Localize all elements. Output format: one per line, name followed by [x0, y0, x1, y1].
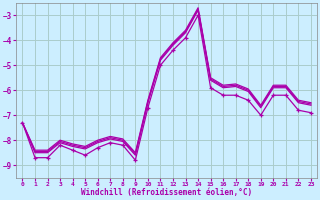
X-axis label: Windchill (Refroidissement éolien,°C): Windchill (Refroidissement éolien,°C) [81, 188, 252, 197]
